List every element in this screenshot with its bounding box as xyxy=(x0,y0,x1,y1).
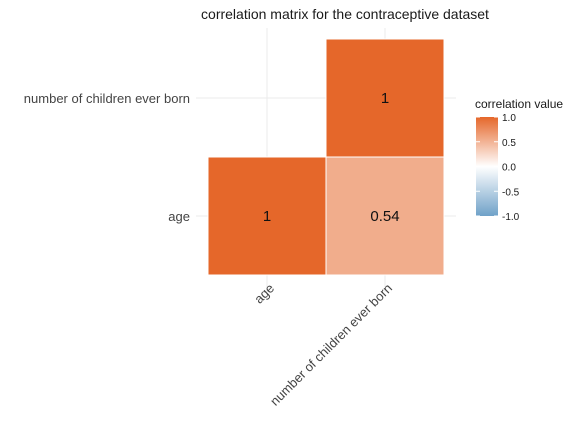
heatmap-cell xyxy=(325,38,445,158)
heatmap-cells xyxy=(207,38,445,276)
legend-title: correlation value xyxy=(475,97,563,111)
heatmap-cell xyxy=(207,156,327,276)
cell-value-label: 0.54 xyxy=(370,208,399,225)
chart-title: correlation matrix for the contraceptive… xyxy=(201,6,489,22)
y-tick-label: age xyxy=(168,209,190,224)
cell-value-label: 1 xyxy=(381,90,389,107)
legend-tick-label: 0.5 xyxy=(502,138,516,149)
x-tick-label: number of children ever born xyxy=(267,281,395,409)
y-axis-ticks: age number of children ever born xyxy=(24,91,190,224)
y-tick-label: number of children ever born xyxy=(24,91,190,106)
color-legend: correlation value 1.0 0.5 0.0 -0.5 -1.0 xyxy=(475,97,563,223)
legend-colorbar xyxy=(476,117,498,216)
legend-tick-label: 0.0 xyxy=(502,163,516,174)
cell-labels: 1 0.54 1 xyxy=(263,90,400,225)
legend-ticks: 1.0 0.5 0.0 -0.5 -1.0 xyxy=(476,113,520,223)
cell-value-label: 1 xyxy=(263,208,271,225)
legend-tick-label: 1.0 xyxy=(502,113,516,124)
legend-tick-label: -1.0 xyxy=(502,212,520,223)
legend-tick-label: -0.5 xyxy=(502,187,520,198)
heatmap-cell xyxy=(325,156,445,276)
x-tick-label: age xyxy=(251,281,277,307)
